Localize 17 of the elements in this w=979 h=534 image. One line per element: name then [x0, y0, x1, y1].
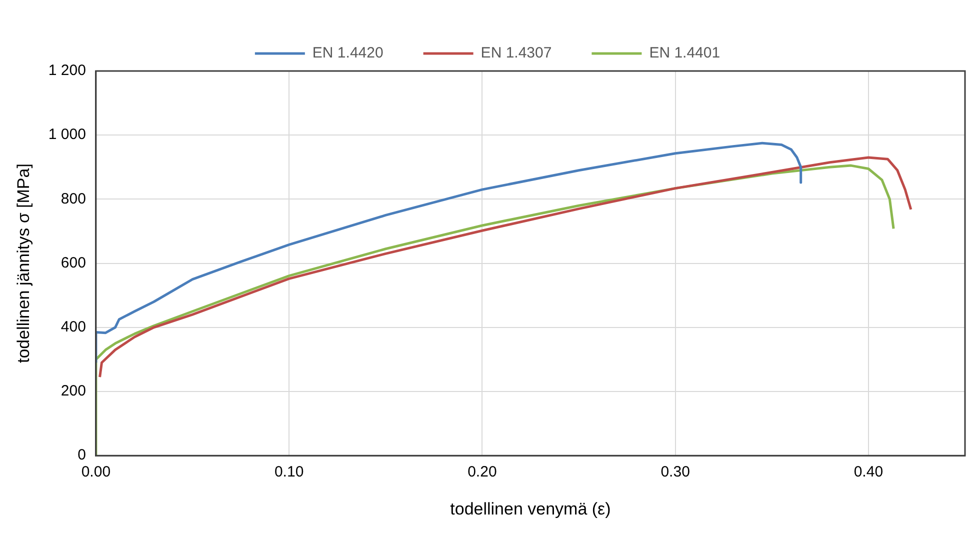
legend-label: EN 1.4420 — [312, 44, 384, 62]
x-axis-title: todellinen venymä (ε) — [450, 499, 611, 518]
legend-label: EN 1.4401 — [649, 44, 720, 62]
x-tick-label: 0.20 — [468, 464, 497, 481]
x-tick-label: 0.00 — [81, 464, 111, 481]
x-tick-label: 0.10 — [274, 464, 304, 481]
x-tick-label: 0.40 — [854, 464, 884, 481]
y-axis-title: todellinen jännitys σ [MPa] — [14, 164, 33, 364]
y-tick-label: 600 — [60, 254, 86, 272]
y-tick-label: 200 — [60, 382, 86, 400]
y-tick-label: 1 000 — [48, 126, 86, 144]
legend-label: EN 1.4307 — [480, 44, 552, 62]
y-tick-label: 1 200 — [48, 62, 86, 80]
x-tick-label: 0.30 — [660, 464, 690, 481]
y-tick-label: 400 — [60, 318, 86, 336]
y-tick-label: 0 — [78, 446, 86, 464]
y-tick-label: 800 — [60, 190, 86, 208]
